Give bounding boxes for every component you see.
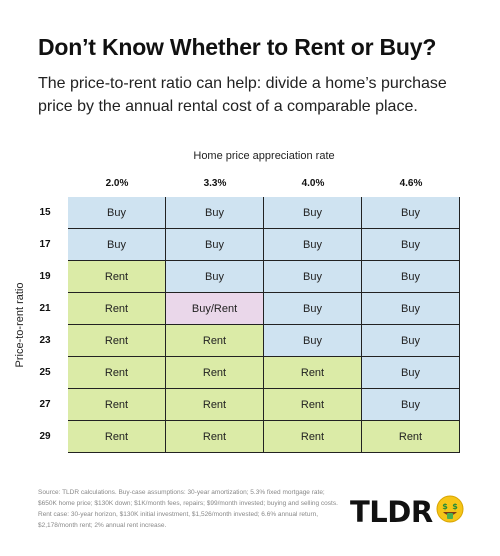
row-header: 23 xyxy=(39,335,51,346)
chart-title: Don’t Know Whether to Rent or Buy? xyxy=(38,34,437,60)
rent-buy-grid: Buy Buy Buy Buy Buy Buy Buy Buy Rent Buy Buy Buy Ren… xyxy=(68,197,460,453)
grid-cell: Buy xyxy=(362,325,460,357)
grid-cell: Rent xyxy=(68,261,166,293)
grid-cell: Rent xyxy=(68,421,166,453)
column-header: 2.0% xyxy=(105,178,129,189)
column-header: 3.3% xyxy=(203,178,227,189)
grid-cell: Buy xyxy=(362,293,460,325)
grid-cell: Buy xyxy=(264,229,362,261)
grid-cell: Buy xyxy=(68,229,166,261)
grid-cell: Rent xyxy=(68,389,166,421)
grid-cell: Rent xyxy=(264,357,362,389)
row-header: 25 xyxy=(39,367,51,378)
grid-cell: Rent xyxy=(166,357,264,389)
row-header: 27 xyxy=(39,399,51,410)
grid-cell: Buy xyxy=(362,389,460,421)
grid-cell: Rent xyxy=(166,421,264,453)
grid-cell: Rent xyxy=(68,325,166,357)
row-header: 21 xyxy=(39,303,51,314)
grid-cell: Rent xyxy=(264,389,362,421)
grid-cell: Buy xyxy=(166,229,264,261)
tldr-logo: TLDR $ $ xyxy=(350,494,465,529)
grid-cell: Buy xyxy=(362,261,460,293)
grid-cell: Buy xyxy=(166,197,264,229)
grid-cell: Buy xyxy=(264,197,362,229)
grid-cell: Rent xyxy=(68,293,166,325)
svg-text:$: $ xyxy=(452,502,458,511)
grid-cell: Rent xyxy=(166,325,264,357)
row-header: 15 xyxy=(39,207,51,218)
grid-cell: Buy xyxy=(264,293,362,325)
row-header: 29 xyxy=(39,431,51,442)
grid-cell: Buy xyxy=(166,261,264,293)
row-header: 19 xyxy=(39,271,51,282)
grid-cell: Rent xyxy=(362,421,460,453)
grid-cell: Buy xyxy=(362,357,460,389)
svg-text:$: $ xyxy=(442,502,448,511)
grid-cell: Buy/Rent xyxy=(166,293,264,325)
grid-cell: Buy xyxy=(362,229,460,261)
chart-subtitle: The price-to-rent ratio can help: divide… xyxy=(38,75,447,115)
grid-cell: Rent xyxy=(166,389,264,421)
column-axis-label: Home price appreciation rate xyxy=(193,150,335,162)
grid-cell: Buy xyxy=(68,197,166,229)
logo-text: TLDR xyxy=(350,494,433,529)
grid-cell: Rent xyxy=(264,421,362,453)
column-header: 4.0% xyxy=(301,178,325,189)
source-note: Source: TLDR calculations. Buy-case assu… xyxy=(38,489,338,529)
money-face-emoji-icon: $ $ xyxy=(435,494,465,529)
column-header: 4.6% xyxy=(399,178,423,189)
row-header: 17 xyxy=(39,239,51,250)
grid-cell: Rent xyxy=(68,357,166,389)
grid-cell: Buy xyxy=(362,197,460,229)
grid-cell: Buy xyxy=(264,261,362,293)
grid-cell: Buy xyxy=(264,325,362,357)
row-axis-label: Price-to-rent ratio xyxy=(14,282,26,368)
